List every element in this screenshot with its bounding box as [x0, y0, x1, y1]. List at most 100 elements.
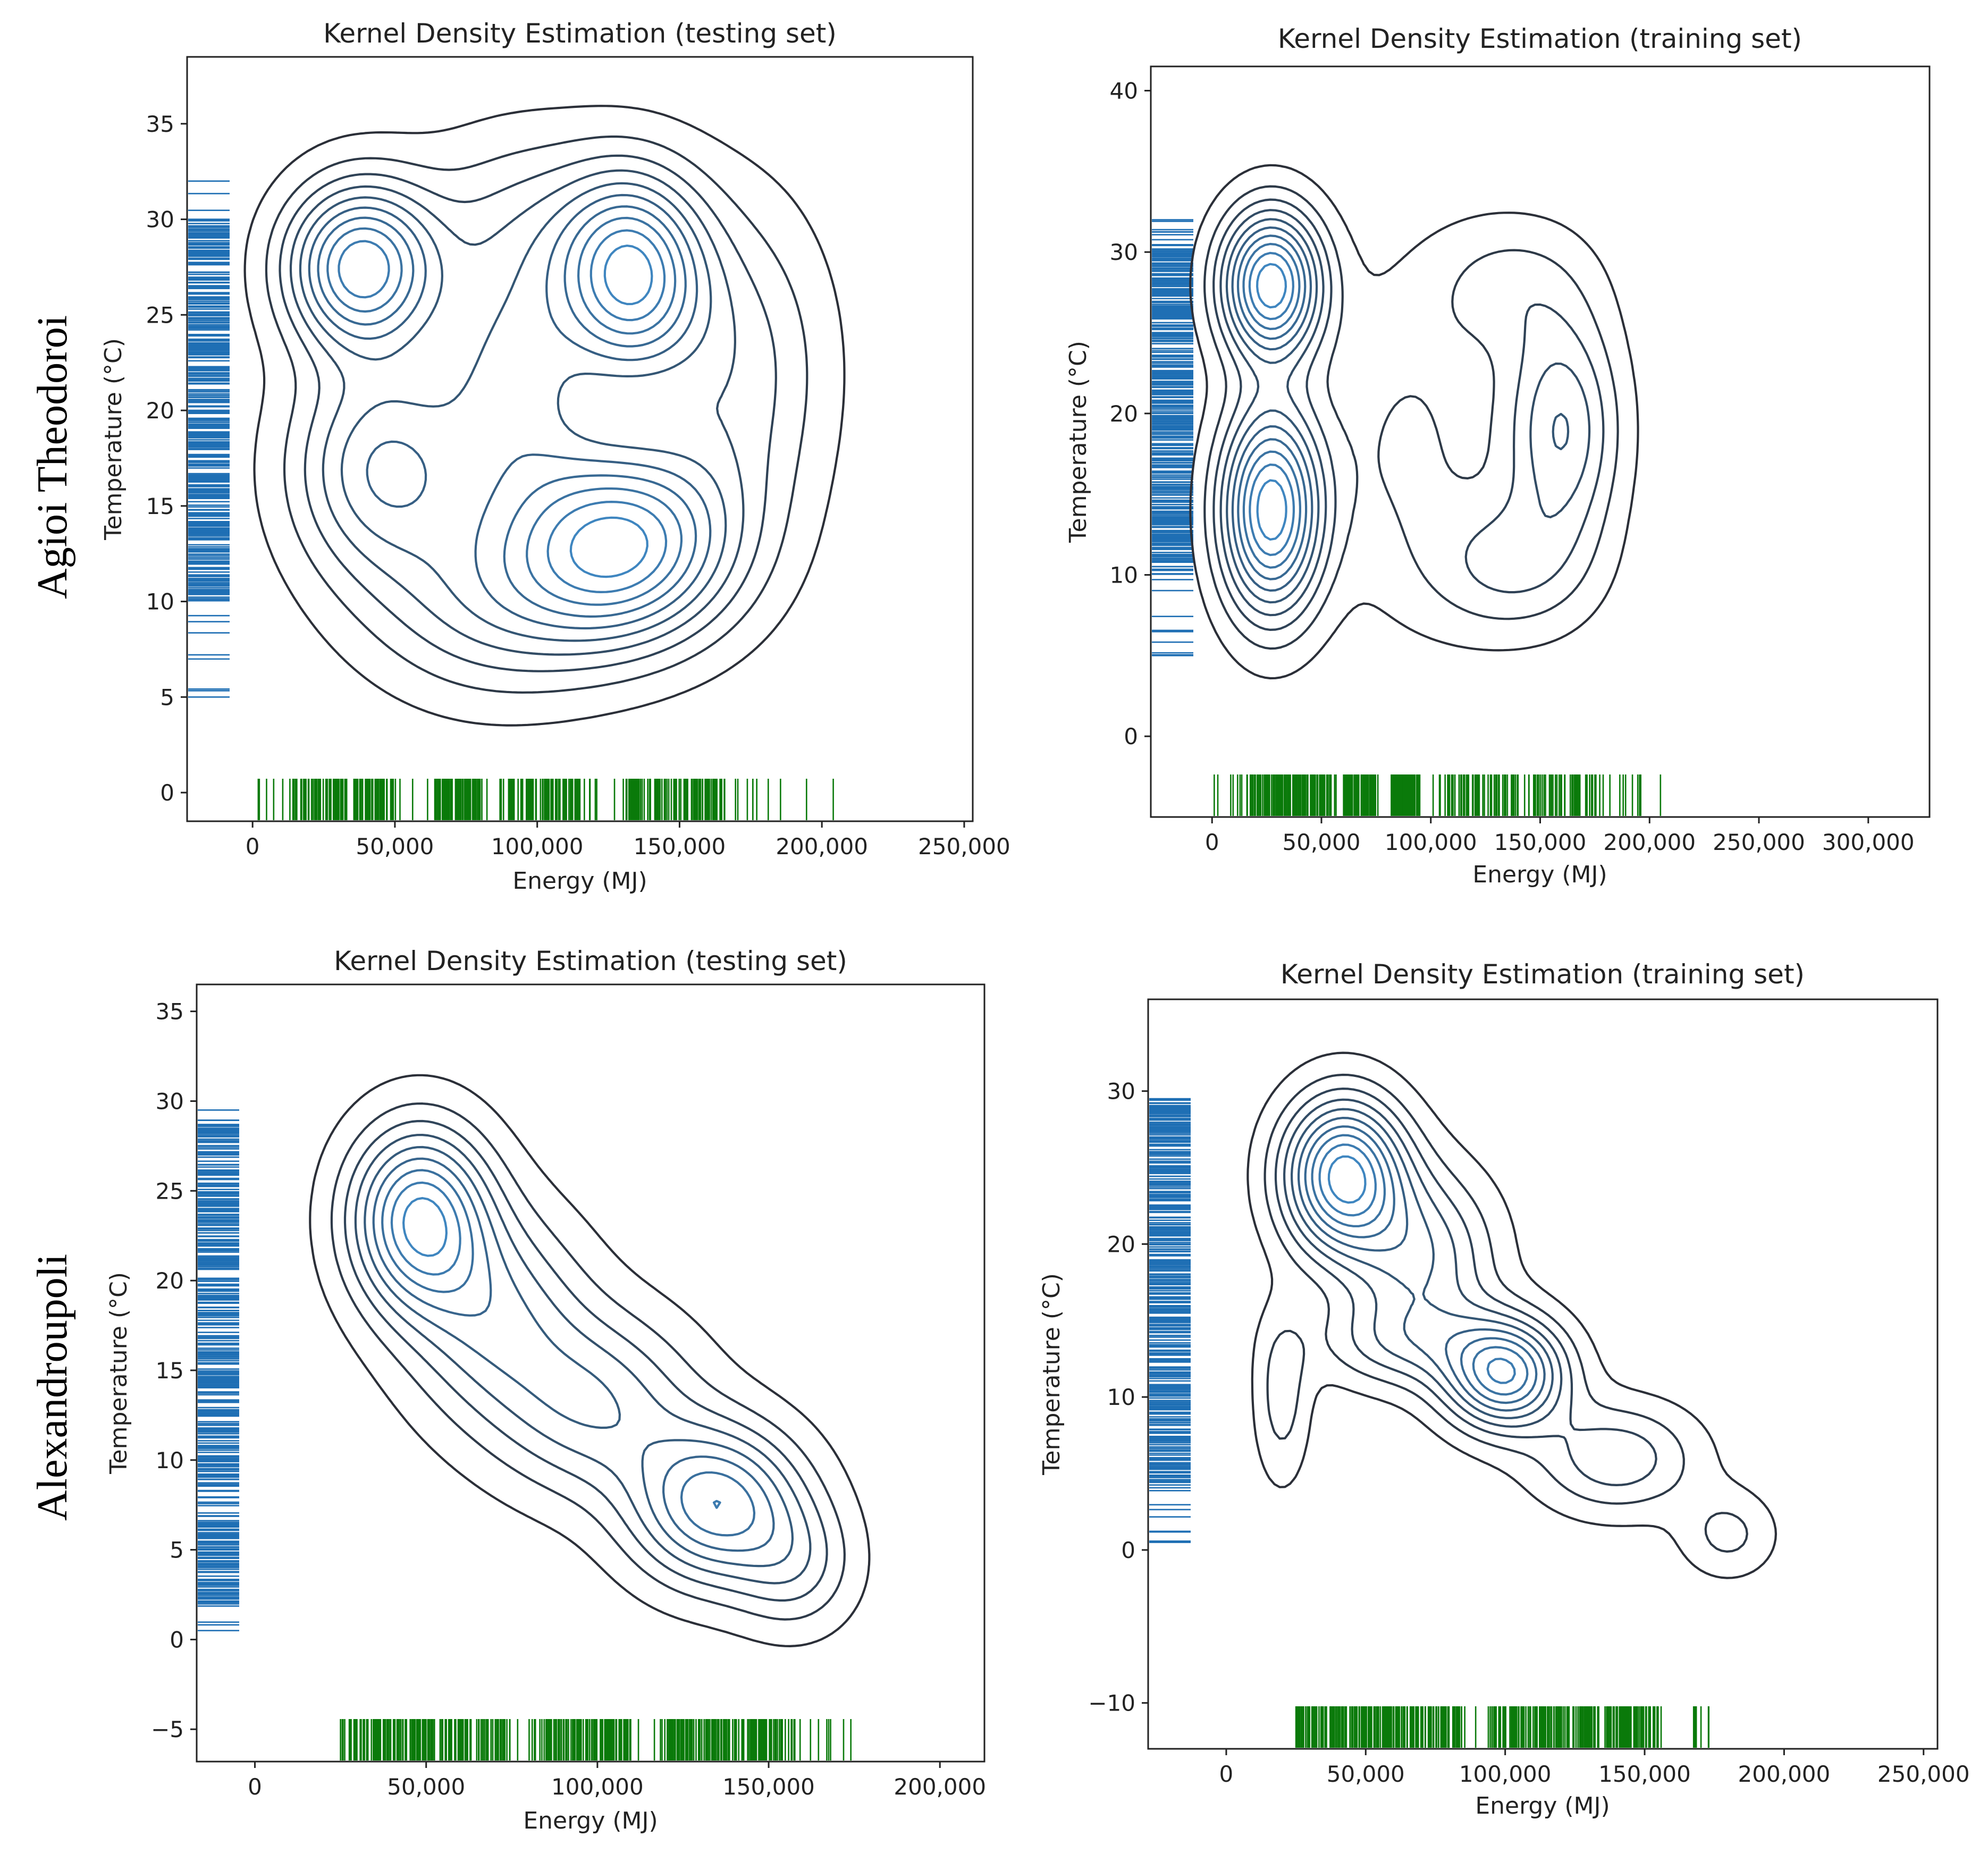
x-tick-label: 200,000 [776, 833, 868, 860]
kde-contour-level [289, 169, 745, 656]
x-tick-label: 100,000 [1459, 1761, 1552, 1787]
x-tick-label: 300,000 [1822, 829, 1915, 855]
y-tick-label: 25 [156, 1178, 184, 1204]
kde-contour-level [330, 1102, 846, 1621]
kde-contour-level [1219, 209, 1591, 617]
kde-contour-level [381, 1169, 756, 1537]
y-tick-label: 15 [146, 493, 174, 519]
kde-contour-level [338, 229, 668, 593]
kde-contour-level [372, 1157, 775, 1552]
kde-contour-level [390, 1181, 721, 1509]
axis-ticks: 0 50,000 100,000 150,000 200,000 250,000 300,0… [1110, 78, 1915, 855]
energy-rug [1295, 1706, 1710, 1748]
y-tick-label: 40 [1110, 78, 1138, 104]
x-tick-label: 100,000 [1385, 829, 1477, 855]
kde-contour-level [343, 1119, 828, 1602]
kde-contour-level [1263, 1073, 1748, 1553]
kde-contour-level [402, 1197, 448, 1257]
kde-contour-level [569, 245, 653, 578]
kde-contour-level [1304, 1125, 1538, 1404]
kde-contour-level [364, 1146, 794, 1568]
temperature-rug [1149, 1098, 1191, 1543]
kde-contour-level [1231, 226, 1313, 592]
kde-contour-level [354, 1134, 812, 1585]
x-tick-label: 50,000 [1282, 829, 1360, 855]
axis-ticks: 0 50,000 100,000 150,000 200,000 250,000 −10 0 1… [1088, 1079, 1969, 1787]
kde-contour-level [308, 193, 712, 630]
row-label-agioi-theodoroi: Agioi Theodoroi [29, 315, 76, 599]
x-tick-label: 150,000 [1598, 1761, 1691, 1787]
panel-alexandroupoli-testing: Kernel Density Estimation (testing set) … [105, 946, 986, 1834]
y-axis-label: Temperature (°C) [1038, 1273, 1065, 1476]
y-tick-label: 10 [1110, 562, 1138, 588]
x-tick-label: 150,000 [634, 833, 726, 860]
y-tick-label: 0 [1121, 1537, 1135, 1563]
y-axis-label: Temperature (°C) [105, 1272, 132, 1475]
energy-rug [257, 779, 834, 820]
y-tick-label: 30 [1107, 1079, 1135, 1105]
kde-contour-level [1311, 1134, 1529, 1396]
temperature-rug [1152, 219, 1193, 656]
plot-frame [1147, 998, 1939, 1750]
x-tick-label: 50,000 [387, 1774, 465, 1800]
x-tick-label: 0 [248, 1774, 262, 1800]
kde-contour-level [1212, 198, 1605, 631]
x-tick-label: 150,000 [1494, 829, 1587, 855]
panel-agioi-testing: Kernel Density Estimation (testing set) … [100, 18, 1010, 895]
x-tick-label: 250,000 [1713, 829, 1805, 855]
x-axis-label: Energy (MJ) [512, 867, 647, 895]
kde-contour-level [1225, 218, 1570, 604]
x-tick-label: 150,000 [722, 1774, 815, 1800]
plot-frame [1150, 65, 1931, 818]
y-tick-label: 20 [1107, 1231, 1135, 1257]
y-tick-label: −5 [151, 1716, 184, 1742]
kde-contour-level [1246, 1051, 1777, 1579]
kde-contours [1246, 1051, 1777, 1579]
y-tick-label: 30 [146, 207, 174, 233]
y-axis-label: Temperature (°C) [100, 338, 127, 541]
chart-title: Kernel Density Estimation (training set) [1278, 23, 1802, 54]
y-axis-label: Temperature (°C) [1065, 341, 1092, 543]
x-tick-label: 0 [1205, 829, 1219, 855]
kde-contour-level [1242, 242, 1301, 569]
plot-frame [196, 983, 985, 1763]
chart-title: Kernel Density Estimation (testing set) [323, 18, 837, 49]
chart-title: Kernel Density Estimation (testing set) [334, 946, 847, 976]
axis-ticks: 0 50,000 100,000 150,000 200,000 −5 0 5 10 15 20 25… [151, 999, 986, 1800]
y-tick-label: 5 [160, 684, 174, 710]
x-tick-label: 250,000 [918, 833, 1010, 860]
y-tick-label: 35 [146, 111, 174, 137]
y-tick-label: 15 [156, 1358, 184, 1384]
x-tick-label: 200,000 [1603, 829, 1696, 855]
kde-contour-level [1203, 185, 1619, 650]
x-tick-label: 50,000 [1327, 1761, 1405, 1787]
axis-ticks: 0 50,000 100,000 150,000 200,000 250,000 0 5 10 1… [146, 111, 1010, 860]
temperature-rug [188, 180, 230, 698]
temperature-rug [198, 1109, 239, 1631]
y-tick-label: 25 [146, 302, 174, 328]
y-tick-label: 0 [1124, 723, 1138, 749]
chart-title: Kernel Density Estimation (training set) [1281, 959, 1805, 990]
kde-contour-level [243, 105, 846, 727]
x-tick-label: 200,000 [1738, 1761, 1831, 1787]
kde-contour-level [1256, 263, 1287, 541]
kde-contour-level [1298, 1117, 1546, 1412]
y-tick-label: 20 [1110, 401, 1138, 427]
panel-agioi-training: Kernel Density Estimation (training set)… [1065, 23, 1931, 888]
x-axis-label: Energy (MJ) [1475, 1792, 1610, 1820]
y-tick-label: 20 [156, 1268, 184, 1294]
kde-contours [1189, 164, 1639, 680]
kde-contour-level [326, 216, 683, 606]
y-tick-label: −10 [1088, 1690, 1135, 1716]
x-tick-label: 100,000 [551, 1774, 644, 1800]
kde-contour-level [317, 205, 697, 618]
kde-contour-level [1318, 1143, 1516, 1384]
y-tick-label: 35 [156, 999, 184, 1025]
kde-contour-level [1291, 1108, 1554, 1419]
kde-contour-level [299, 182, 727, 642]
y-tick-label: 5 [170, 1537, 184, 1563]
kde-contour-level [1327, 1155, 1367, 1204]
x-tick-label: 200,000 [894, 1774, 986, 1800]
kde-contour-level [309, 1074, 871, 1647]
